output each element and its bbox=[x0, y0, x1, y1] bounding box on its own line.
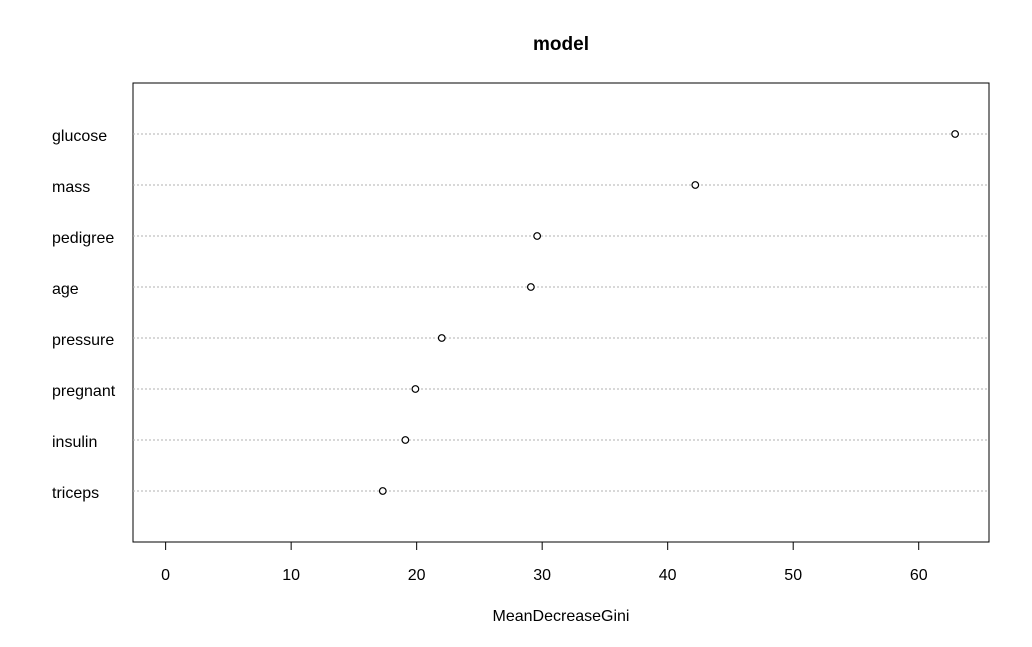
x-tick-label: 0 bbox=[161, 567, 170, 584]
category-label: pedigree bbox=[52, 230, 114, 247]
category-label: pregnant bbox=[52, 383, 116, 400]
x-axis-label: MeanDecreaseGini bbox=[493, 608, 630, 625]
category-label: pressure bbox=[52, 332, 114, 349]
x-tick-label: 30 bbox=[533, 567, 551, 584]
x-axis: 0 10 20 30 40 50 60 bbox=[161, 541, 928, 584]
x-tick-label: 50 bbox=[784, 567, 802, 584]
x-tick-label: 60 bbox=[910, 567, 928, 584]
category-label: glucose bbox=[52, 128, 107, 145]
data-point bbox=[401, 436, 410, 444]
data-point bbox=[951, 130, 960, 138]
chart-title: model bbox=[533, 34, 589, 55]
data-point bbox=[411, 385, 420, 393]
data-point bbox=[533, 232, 542, 240]
x-tick-label: 20 bbox=[408, 567, 426, 584]
data-point bbox=[526, 283, 535, 291]
category-label: triceps bbox=[52, 485, 99, 502]
x-tick-label: 40 bbox=[659, 567, 677, 584]
category-label: age bbox=[52, 281, 79, 298]
category-label: mass bbox=[52, 179, 90, 196]
data-point bbox=[437, 334, 446, 342]
x-tick-label: 10 bbox=[282, 567, 300, 584]
category-labels: glucose mass pedigree age pressure pregnant in… bbox=[52, 128, 116, 502]
plot-frame bbox=[132, 82, 990, 543]
data-point bbox=[378, 487, 387, 495]
category-label: insulin bbox=[52, 434, 97, 451]
grid-lines bbox=[133, 133, 989, 492]
data-points bbox=[378, 130, 960, 495]
data-point bbox=[691, 181, 700, 189]
